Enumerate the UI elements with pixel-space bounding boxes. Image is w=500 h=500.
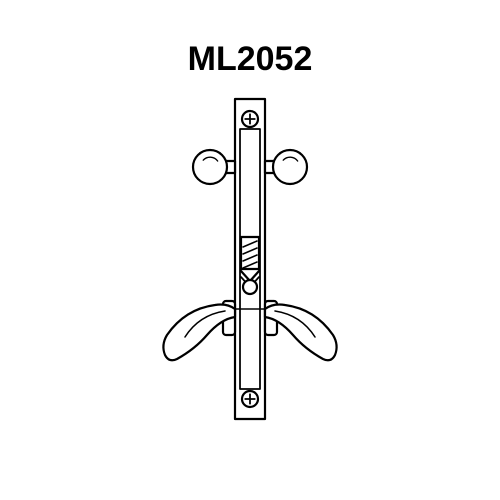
model-number-title: ML2052 — [188, 40, 313, 79]
lock-diagram — [130, 89, 370, 429]
